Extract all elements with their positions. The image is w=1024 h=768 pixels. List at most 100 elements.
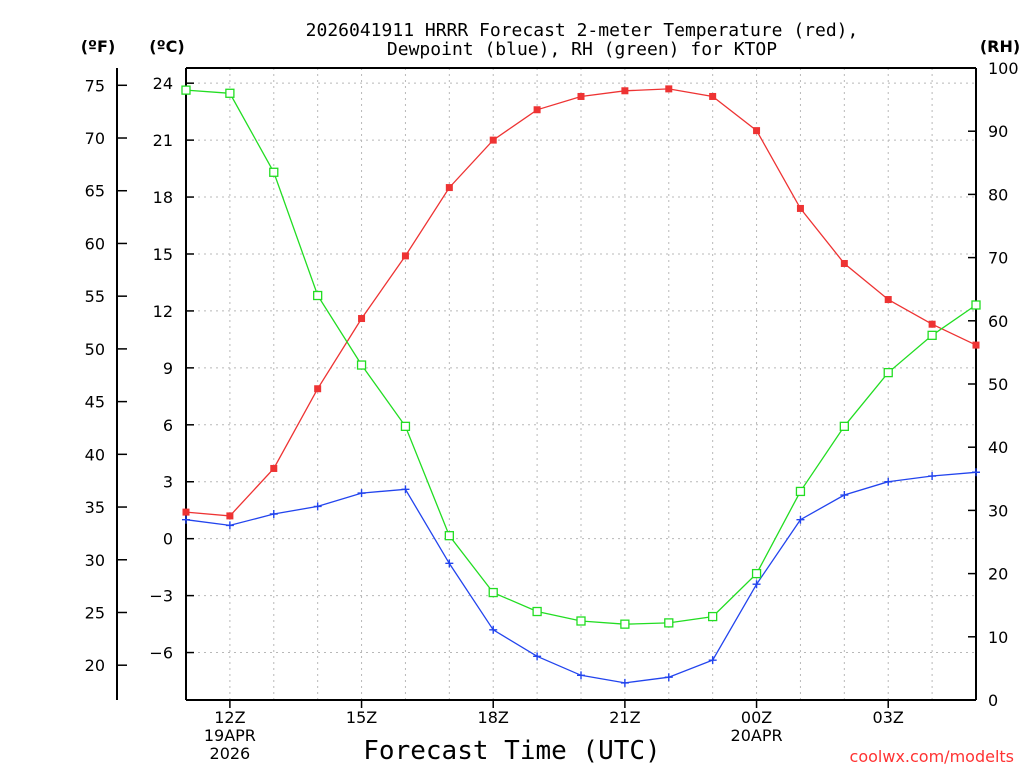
temperature-point <box>358 315 366 323</box>
fahrenheit-tick-label: 60 <box>85 234 105 253</box>
fahrenheit-tick-label: 35 <box>85 498 105 517</box>
rh-tick-label: 0 <box>988 691 998 710</box>
dewpoint-point <box>708 656 717 665</box>
dewpoint-point <box>796 515 805 524</box>
celsius-tick-label: 18 <box>153 188 173 207</box>
dewpoint-point <box>533 652 542 661</box>
rh-tick-label: 100 <box>988 59 1019 78</box>
dewpoint-point <box>664 673 673 682</box>
fahrenheit-tick-label: 20 <box>85 656 105 675</box>
dewpoint-point <box>972 468 980 477</box>
fahrenheit-tick-label: 65 <box>85 182 105 201</box>
rh-point <box>225 88 235 98</box>
temperature-point <box>226 512 234 520</box>
x-tick-label: 03Z <box>873 708 904 727</box>
rh-point <box>664 618 674 628</box>
temperature-point <box>270 464 278 472</box>
x-tick-label: 00Z <box>741 708 772 727</box>
dewpoint-point <box>445 559 454 568</box>
rh-point <box>708 611 718 622</box>
temperature-point <box>401 252 409 260</box>
rh-tick-label: 50 <box>988 375 1008 394</box>
rh-point <box>576 616 586 626</box>
dewpoint-point <box>182 515 190 524</box>
dewpoint-point <box>401 485 410 494</box>
dewpoint-point <box>577 671 585 680</box>
celsius-tick-label: 0 <box>163 530 173 549</box>
temperature-point <box>533 106 541 114</box>
x-tick-label: 18Z <box>478 708 509 727</box>
rh-point <box>795 486 806 497</box>
credit-link[interactable]: coolwx.com/modelts <box>850 747 1014 766</box>
rh-point <box>927 330 937 340</box>
fahrenheit-tick-label: 70 <box>85 129 105 148</box>
celsius-tick-label: 9 <box>163 359 173 378</box>
temperature-point <box>928 320 936 328</box>
fahrenheit-tick-label: 45 <box>85 393 105 412</box>
x-axis-title: Forecast Time (UTC) <box>363 736 660 766</box>
fahrenheit-unit-label: (ºF) <box>81 37 116 56</box>
rh-point <box>620 619 630 629</box>
tick-labels: 20 25 30 35 40 45 50 55 60 65 70 75 −6 −3 0 3 6 9 12 15 18 21… <box>85 59 1019 763</box>
rh-point <box>269 167 279 177</box>
x-year-label: 2026 <box>210 744 251 763</box>
rh-point <box>356 360 367 370</box>
fahrenheit-tick-label: 75 <box>85 76 105 95</box>
rh-tick-label: 30 <box>988 501 1008 520</box>
temperature-point <box>489 136 497 144</box>
x-tick-label: 12Z <box>214 708 245 727</box>
celsius-tick-label: −6 <box>149 644 173 663</box>
fahrenheit-tick-label: 40 <box>85 445 105 464</box>
fahrenheit-tick-label: 25 <box>85 603 105 622</box>
temperature-point <box>182 508 190 516</box>
rh-point <box>488 587 498 598</box>
celsius-tick-label: 12 <box>153 302 173 321</box>
rh-point <box>839 421 849 431</box>
temperature-point <box>753 127 761 135</box>
x-tick-label: 21Z <box>609 708 640 727</box>
temperature-point <box>796 204 804 212</box>
rh-unit-label: (RH) <box>980 37 1020 56</box>
gridlines <box>186 68 976 700</box>
celsius-tick-label: −3 <box>149 587 173 606</box>
dewpoint-point <box>884 477 893 486</box>
series-markers <box>181 85 981 687</box>
fahrenheit-tick-label: 30 <box>85 551 105 570</box>
celsius-unit-label: (ºC) <box>149 37 184 56</box>
rh-point <box>444 531 454 541</box>
rh-tick-label: 20 <box>988 565 1008 584</box>
temperature-point <box>972 341 980 349</box>
x-tick-label: 15Z <box>346 708 377 727</box>
rh-tick-label: 80 <box>988 185 1008 204</box>
temperature-point <box>884 296 892 304</box>
rh-tick-label: 90 <box>988 122 1008 141</box>
rh-point <box>181 85 191 95</box>
celsius-tick-label: 6 <box>163 416 173 435</box>
rh-point <box>751 568 762 579</box>
dewpoint-point <box>752 580 761 589</box>
dewpoint-point <box>225 521 234 530</box>
dewpoint-point <box>928 472 937 481</box>
temperature-point <box>445 184 453 192</box>
temperature-point <box>840 259 848 267</box>
rh-point <box>313 290 323 301</box>
dewpoint-point <box>620 678 629 687</box>
celsius-tick-label: 21 <box>153 131 173 150</box>
celsius-tick-label: 3 <box>163 473 173 492</box>
rh-tick-label: 40 <box>988 438 1008 457</box>
rh-point <box>883 367 893 378</box>
temperature-point <box>621 87 629 95</box>
fahrenheit-tick-label: 50 <box>85 340 105 359</box>
rh-point <box>400 421 411 431</box>
dewpoint-point <box>313 502 322 511</box>
x-date-label: 19APR <box>204 726 256 745</box>
temperature-point <box>709 92 717 100</box>
celsius-tick-label: 24 <box>153 74 173 93</box>
chart-title-line-2: Dewpoint (blue), RH (green) for KTOP <box>387 39 777 60</box>
temperature-point <box>577 92 585 100</box>
chart-title-line-1: 2026041911 HRRR Forecast 2-meter Tempera… <box>306 20 859 41</box>
dewpoint-point <box>489 625 498 634</box>
celsius-tick-label: 15 <box>153 245 173 264</box>
rh-tick-label: 70 <box>988 249 1008 268</box>
